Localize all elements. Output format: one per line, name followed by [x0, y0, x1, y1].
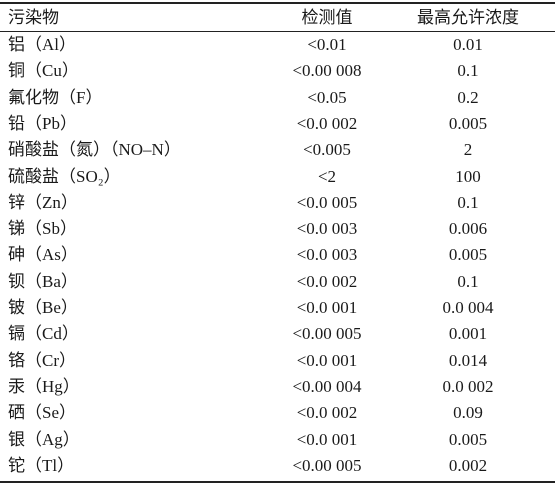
table-cell: 砷（As） — [8, 245, 78, 265]
table-cell: 铍（Be） — [8, 298, 78, 317]
table-cell: 锑（Sb） — [8, 219, 77, 239]
table-cell: 硫酸盐（SO₂） — [8, 166, 121, 186]
table-cell: 氟化物（F） — [8, 87, 103, 107]
top-rule — [0, 2, 555, 4]
table-cell: <0.0 001 — [296, 350, 358, 370]
table-cell: 汞（Hg） — [8, 376, 80, 396]
table-cell: 银（Ag） — [8, 429, 80, 449]
table-cell: 0.005 — [448, 245, 488, 265]
table-cell: 0.0 002 — [442, 376, 494, 396]
table-cell: 100 — [455, 166, 481, 186]
table-cell: 0.0 004 — [442, 298, 494, 317]
table-cell: 铜（Cu） — [8, 61, 79, 81]
table-cell: 0.1 — [457, 192, 479, 212]
table-cell: <0.00 004 — [292, 376, 362, 396]
table-cell: 锌（Zn） — [8, 192, 78, 212]
table-cell: 0.006 — [448, 219, 488, 239]
table-cell: 0.002 — [448, 455, 488, 475]
table-cell: 0.014 — [448, 350, 488, 370]
table-cell: 铬（Cr） — [8, 350, 76, 370]
table-cell: 硒（Se） — [8, 403, 76, 423]
header-rule — [0, 31, 555, 32]
table-cell: <0.05 — [307, 87, 347, 107]
header-cell: 检测值 — [301, 8, 353, 27]
table-cell: <0.0 003 — [296, 245, 358, 265]
table-cell: <0.0 002 — [296, 113, 358, 133]
table-cell: 0.005 — [448, 113, 488, 133]
table-cell: 铝（Al） — [8, 35, 76, 54]
bottom-rule — [0, 481, 555, 483]
table-cell: <0.00 008 — [292, 61, 362, 81]
table-cell: <0.0 002 — [296, 403, 358, 423]
table-cell: 2 — [463, 140, 473, 160]
table-cell: <0.01 — [307, 35, 347, 54]
table-cell: <0.0 001 — [296, 298, 358, 317]
table-cell: <0.00 005 — [292, 455, 362, 475]
table-cell: <0.0 001 — [296, 429, 358, 449]
table-cell: 0.01 — [453, 35, 483, 54]
table-cell: <0.0 002 — [296, 271, 358, 291]
table-cell: 0.1 — [457, 271, 479, 291]
table-cell: 0.09 — [453, 403, 483, 423]
table-cell: 铅（Pb） — [8, 113, 77, 133]
table-cell: 0.2 — [457, 87, 479, 107]
table-cell: <0.00 005 — [292, 324, 362, 344]
table-cell: 铊（Tl） — [8, 455, 75, 475]
table-cell: <0.0 005 — [296, 192, 358, 212]
table-cell: 钡（Ba） — [8, 271, 78, 291]
table-cell: 0.1 — [457, 61, 479, 81]
table-cell: 0.005 — [448, 429, 488, 449]
table-cell: 0.001 — [448, 324, 488, 344]
table-cell: <2 — [317, 166, 337, 186]
table-cell: <0.0 003 — [296, 219, 358, 239]
table-cell: <0.005 — [303, 140, 351, 160]
table-cell: 镉（Cd） — [8, 324, 79, 344]
header-cell: 最高允许浓度 — [417, 8, 519, 27]
header-cell: 污染物 — [8, 8, 59, 27]
table-cell: 硝酸盐（氮）（NO–N） — [8, 140, 181, 160]
